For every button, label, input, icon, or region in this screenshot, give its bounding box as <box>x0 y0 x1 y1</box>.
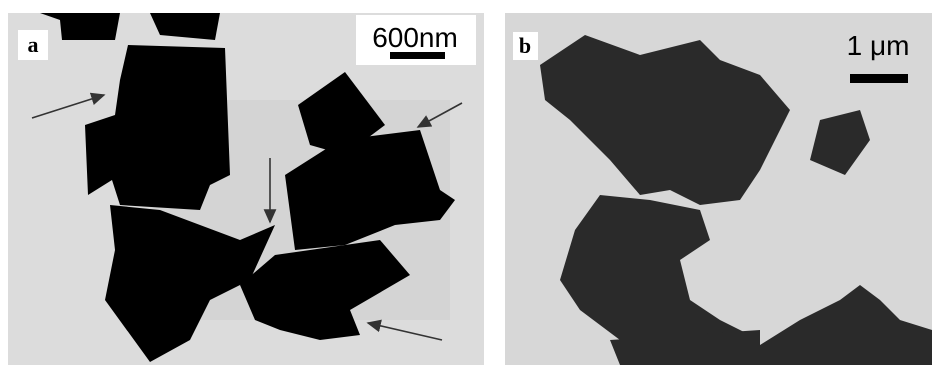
panel-label: b <box>519 33 531 58</box>
scale-bar-label: 600nm <box>372 22 458 53</box>
figure: a 600nm b 1 μm <box>0 0 932 365</box>
page: a 600nm b 1 μm (() => { const data = JSO… <box>0 0 932 365</box>
panel-b: b 1 μm <box>505 13 932 365</box>
panel-a: a 600nm <box>8 13 484 365</box>
scale-bar-label: 1 μm <box>847 30 910 61</box>
panel-label: a <box>28 32 39 57</box>
scale-bar <box>850 74 908 83</box>
scale-bar <box>390 52 445 59</box>
